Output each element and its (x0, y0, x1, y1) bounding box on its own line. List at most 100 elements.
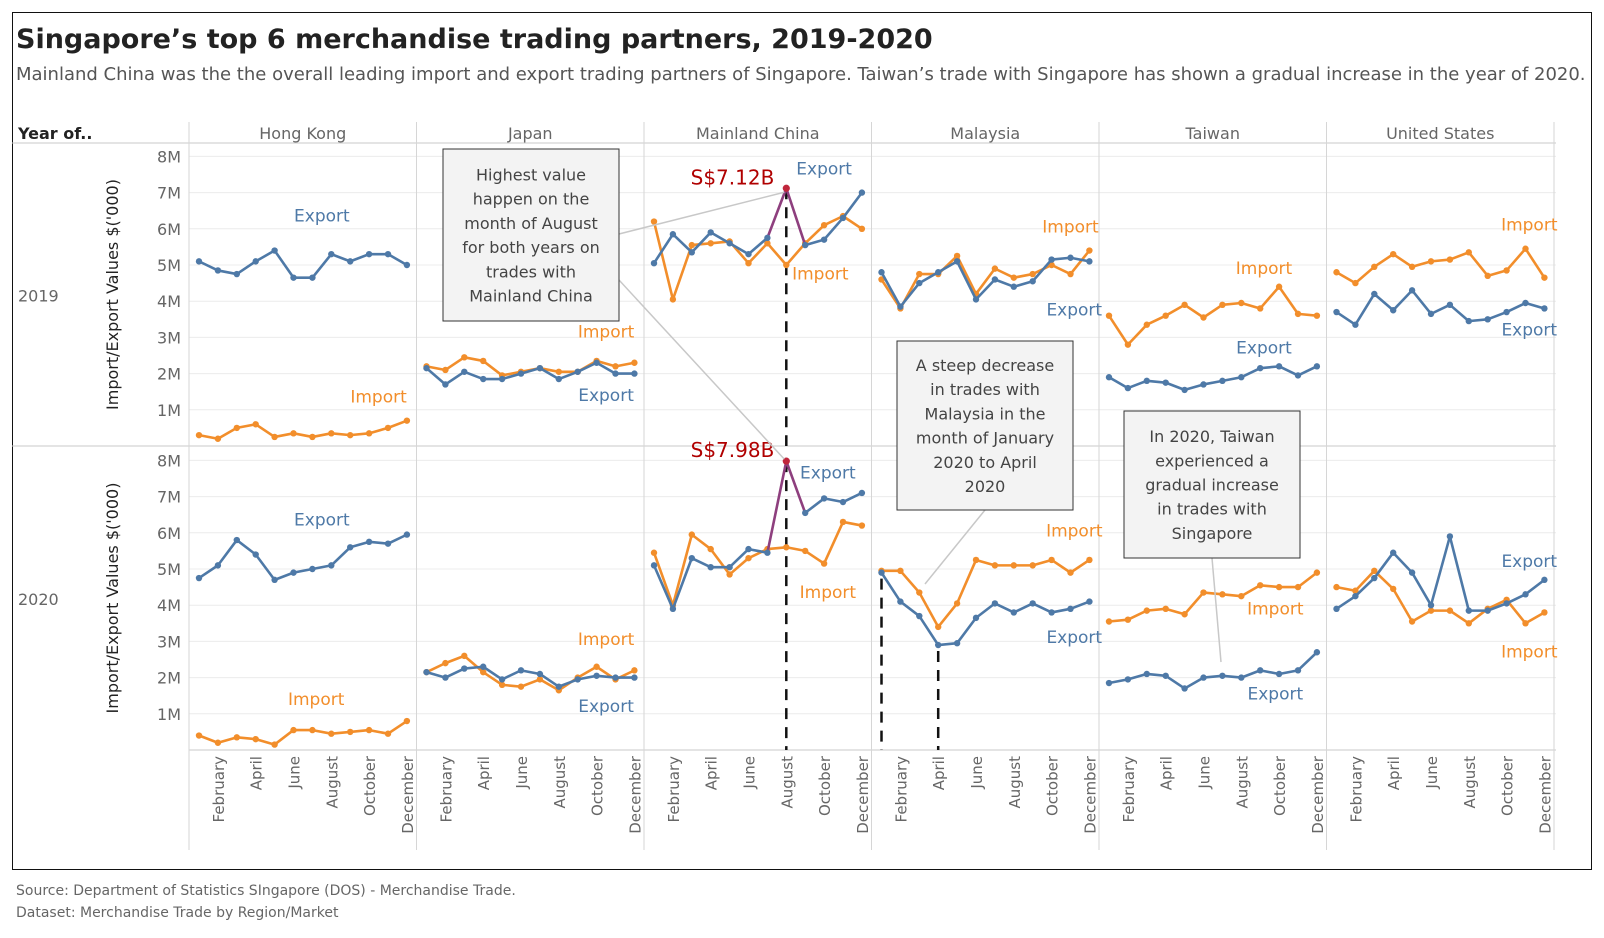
series-line-export-united-states-2019 (1505, 301, 1527, 314)
series-line-export-mainland-china-2020 (728, 547, 750, 569)
data-point-import-united-states-2019-march (1371, 263, 1378, 271)
series-line-import-japan-2020 (538, 678, 561, 692)
data-point-import-taiwan-2019-october (1275, 283, 1283, 290)
series-line-export-mainland-china-2019 (803, 238, 826, 247)
x-tick-label: April (1158, 756, 1176, 790)
y-tick-label: 2M (157, 669, 181, 688)
data-point-import-malaysia-2019-march (916, 270, 923, 278)
series-line-export-hong-kong-2020 (197, 564, 220, 580)
chart-frame (12, 12, 1592, 870)
series-line-import-united-states-2019 (1335, 270, 1357, 285)
series-line-import-mainland-china-2019 (747, 241, 769, 265)
series-line-export-united-states-2020 (1335, 594, 1357, 611)
series-line-import-taiwan-2020 (1164, 607, 1186, 616)
series-line-export-mainland-china-2019 (784, 186, 807, 247)
data-point-export-taiwan-2019-may (1181, 386, 1188, 394)
data-point-export-mainland-china-2020-december (858, 489, 866, 497)
x-tick-label: December (399, 755, 417, 834)
y-tick-label: 6M (157, 524, 181, 543)
series-line-export-taiwan-2020 (1240, 669, 1262, 679)
data-point-import-united-states-2020-april (1390, 585, 1397, 593)
data-point-export-mainland-china-2020-january (650, 562, 658, 569)
data-point-import-malaysia-2020-march (916, 589, 923, 596)
data-point-export-japan-2019-january (423, 364, 430, 372)
data-point-export-mainland-china-2020-october (820, 495, 828, 502)
data-point-export-taiwan-2019-november (1294, 372, 1302, 379)
data-point-export-malaysia-2019-september (1029, 278, 1036, 285)
data-point-import-mainland-china-2020-january (650, 549, 658, 556)
series-line-import-united-states-2019 (1391, 252, 1414, 269)
data-point-export-taiwan-2019-june (1200, 381, 1207, 388)
series-line-export-hong-kong-2019 (235, 260, 257, 276)
data-point-import-mainland-china-2020-august (783, 544, 790, 551)
series-line-export-japan-2020 (481, 665, 504, 681)
series-line-import-japan-2019 (462, 356, 485, 363)
x-tick-label: February (1347, 756, 1365, 823)
annotation-taiwan-increase-box (1123, 410, 1301, 559)
data-point-import-united-states-2019-august (1465, 249, 1473, 256)
data-point-export-malaysia-2020-september (1029, 600, 1036, 607)
data-point-import-taiwan-2020-october (1275, 583, 1283, 591)
annotation-august-peak-box (442, 148, 620, 322)
data-point-export-united-states-2019-may (1408, 287, 1416, 294)
data-point-import-mainland-china-2020-april (707, 545, 714, 553)
series-label-import: Import (1046, 521, 1103, 541)
series-line-import-hong-kong-2019 (367, 426, 390, 435)
series-line-export-taiwan-2019 (1240, 366, 1262, 379)
x-tick-label: August (1233, 756, 1251, 809)
y-tick-label: 4M (157, 596, 181, 615)
data-point-import-malaysia-2019-october (1048, 261, 1055, 269)
series-line-export-hong-kong-2020 (348, 540, 371, 549)
series-line-export-taiwan-2019 (1221, 375, 1243, 383)
series-line-import-mainland-china-2020 (803, 549, 826, 565)
data-point-import-taiwan-2019-may (1181, 301, 1188, 309)
data-point-import-japan-2020-march (461, 652, 468, 660)
data-point-export-mainland-china-2019-july (764, 234, 771, 242)
x-tick-label: December (626, 755, 644, 834)
series-line-import-malaysia-2019 (880, 278, 902, 310)
series-line-export-japan-2020 (576, 674, 598, 681)
data-point-export-taiwan-2020-august (1238, 674, 1245, 681)
series-line-export-united-states-2020 (1373, 551, 1395, 580)
annotation-malaysia-decrease-line: 2020 (965, 477, 1006, 496)
data-point-import-malaysia-2019-september (1029, 270, 1036, 278)
series-label-export: Export (294, 511, 350, 531)
series-line-export-malaysia-2020 (1031, 602, 1053, 614)
data-point-export-malaysia-2019-february (897, 303, 904, 310)
data-point-export-taiwan-2019-october (1275, 363, 1283, 370)
series-line-import-united-states-2020 (1486, 598, 1508, 611)
data-point-export-japan-2020-may (498, 676, 506, 683)
series-line-export-mainland-china-2019 (728, 241, 750, 256)
series-line-import-united-states-2019 (1448, 251, 1471, 261)
data-point-export-hong-kong-2020-october (365, 538, 373, 546)
series-line-import-malaysia-2019 (974, 267, 997, 296)
series-line-export-japan-2019 (444, 370, 466, 386)
series-line-export-malaysia-2019 (955, 260, 978, 301)
data-point-import-japan-2020-december (631, 667, 638, 674)
data-point-export-malaysia-2020-april (935, 641, 942, 649)
x-tick-label: April (248, 756, 266, 790)
data-point-import-japan-2019-november (612, 363, 619, 370)
data-point-export-united-states-2020-july (1446, 533, 1454, 540)
data-point-export-mainland-china-2019-may (726, 240, 733, 247)
data-point-export-united-states-2019-november (1522, 299, 1529, 307)
data-point-import-hong-kong-2020-june (290, 726, 297, 734)
data-point-export-taiwan-2020-october (1275, 670, 1283, 678)
series-line-export-malaysia-2020 (880, 571, 902, 603)
data-point-import-united-states-2020-november (1522, 620, 1529, 627)
data-point-export-united-states-2020-march (1371, 574, 1378, 582)
annotation-taiwan-increase-line: In 2020, Taiwan (1149, 427, 1274, 446)
data-point-import-hong-kong-2019-december (403, 417, 411, 424)
series-line-import-hong-kong-2020 (254, 737, 276, 746)
data-point-import-mainland-china-2019-april (707, 240, 714, 247)
annotation-august-peak-line: happen on the (473, 190, 590, 209)
series-line-export-hong-kong-2019 (329, 252, 352, 263)
series-line-export-japan-2019 (519, 366, 542, 375)
data-point-import-taiwan-2019-july (1219, 301, 1226, 309)
series-label-import: Import (578, 630, 635, 650)
data-point-export-taiwan-2019-april (1162, 379, 1169, 386)
series-line-import-malaysia-2020 (936, 602, 959, 629)
series-line-export-taiwan-2019 (1202, 379, 1224, 386)
data-point-import-united-states-2019-january (1333, 269, 1340, 276)
data-point-export-hong-kong-2020-november (384, 540, 392, 547)
